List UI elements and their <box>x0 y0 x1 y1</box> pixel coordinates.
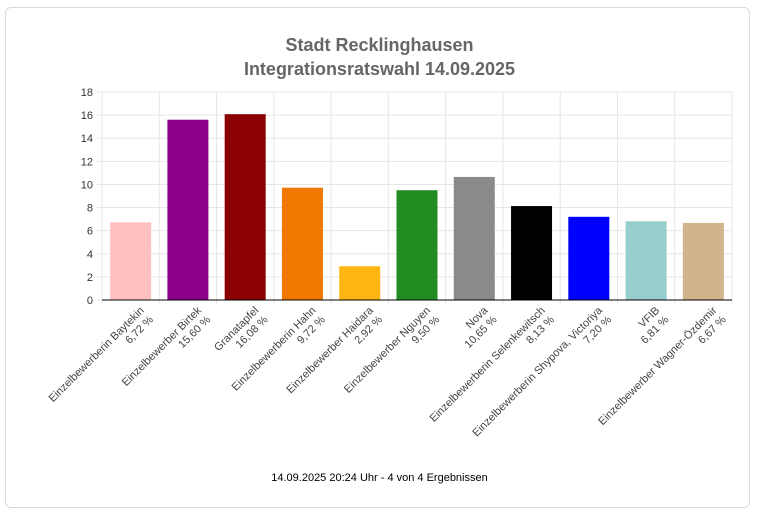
bar <box>396 190 438 300</box>
y-tick-label: 8 <box>87 203 93 215</box>
bar <box>110 222 152 300</box>
category-name: Einzelbewerberin Baytekin <box>47 305 147 405</box>
y-tick-label: 14 <box>81 133 93 145</box>
bar <box>167 119 209 300</box>
bar <box>511 206 553 300</box>
chart-title-line-2: Integrationsratswahl 14.09.2025 <box>243 59 516 79</box>
y-tick-label: 4 <box>87 249 93 261</box>
bar <box>281 187 323 300</box>
x-tick-label: VFIB6,81 % <box>630 304 672 346</box>
y-tick-label: 16 <box>81 110 93 122</box>
y-tick-label: 0 <box>87 295 93 307</box>
chart-title-line-1: Stadt Recklinghausen <box>285 35 474 55</box>
y-tick-label: 18 <box>81 87 93 99</box>
bar <box>682 222 724 300</box>
bar <box>339 266 381 300</box>
y-tick-label: 2 <box>87 272 93 284</box>
bar <box>224 114 266 300</box>
bar <box>625 221 667 300</box>
bar <box>453 176 495 300</box>
y-tick-label: 6 <box>87 226 93 238</box>
x-tick-label: Nova10,65 % <box>453 304 500 351</box>
result-status: 14.09.2025 20:24 Uhr - 4 von 4 Ergebniss… <box>271 472 488 484</box>
bar <box>568 216 610 300</box>
y-tick-label: 12 <box>81 156 93 168</box>
y-tick-label: 10 <box>81 179 93 191</box>
